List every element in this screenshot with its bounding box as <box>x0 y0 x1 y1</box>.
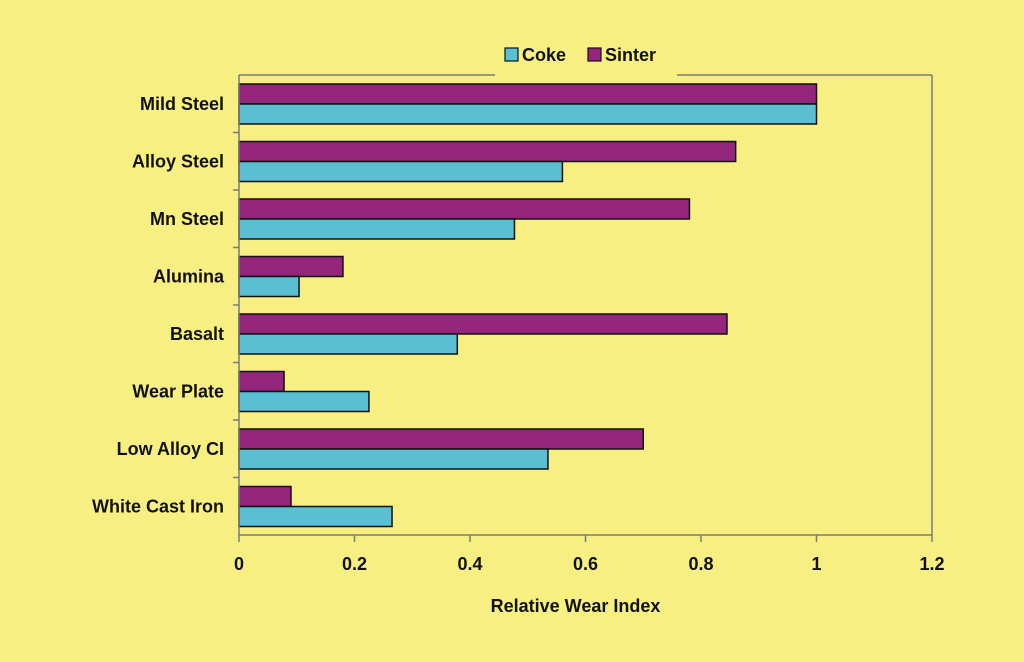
bar-coke-3 <box>238 275 300 298</box>
bars-layer <box>238 83 818 528</box>
x-tick-label-4: 0.8 <box>688 554 713 574</box>
bar-coke-7 <box>238 505 393 528</box>
bar-sinter-0 <box>238 83 818 105</box>
x-tick-label-5: 1 <box>811 554 821 574</box>
legend-item-sinter-swatch <box>587 47 602 62</box>
bar-coke-5 <box>238 390 370 413</box>
bar-sinter-7 <box>238 485 292 508</box>
bar-sinter-6 <box>238 428 644 450</box>
x-tick-label-1: 0.2 <box>342 554 367 574</box>
category-label-6: Low Alloy CI <box>117 439 224 459</box>
labels-layer: Mild Steel Alloy Steel Mn Steel Alumina Basa… <box>92 94 945 616</box>
x-axis-title: Relative Wear Index <box>491 596 661 616</box>
category-label-0: Mild Steel <box>140 94 224 114</box>
category-label-7: White Cast Iron <box>92 497 224 517</box>
category-label-3: Alumina <box>153 267 225 287</box>
legend-item-coke-swatch <box>504 47 519 62</box>
category-label-5: Wear Plate <box>132 382 224 402</box>
bar-sinter-1 <box>238 140 737 163</box>
legend-item-sinter-label: Sinter <box>605 45 656 65</box>
bar-sinter-2 <box>238 198 691 220</box>
x-tick-label-3: 0.6 <box>573 554 598 574</box>
axes-layer <box>233 74 933 542</box>
legend: Coke Sinter <box>504 45 656 65</box>
x-tick-label-0: 0 <box>234 554 244 574</box>
category-label-2: Mn Steel <box>150 209 224 229</box>
bar-coke-2 <box>238 218 516 240</box>
bar-sinter-3 <box>238 255 344 278</box>
bar-coke-1 <box>238 160 564 183</box>
bar-coke-0 <box>238 103 818 125</box>
legend-item-coke-label: Coke <box>522 45 566 65</box>
bar-sinter-5 <box>238 370 285 393</box>
x-tick-label-2: 0.4 <box>457 554 482 574</box>
category-label-4: Basalt <box>170 324 224 344</box>
bar-coke-4 <box>238 333 459 355</box>
bar-coke-6 <box>238 448 549 470</box>
category-label-1: Alloy Steel <box>132 152 224 172</box>
x-tick-label-6: 1.2 <box>919 554 944 574</box>
bar-sinter-4 <box>238 313 728 335</box>
